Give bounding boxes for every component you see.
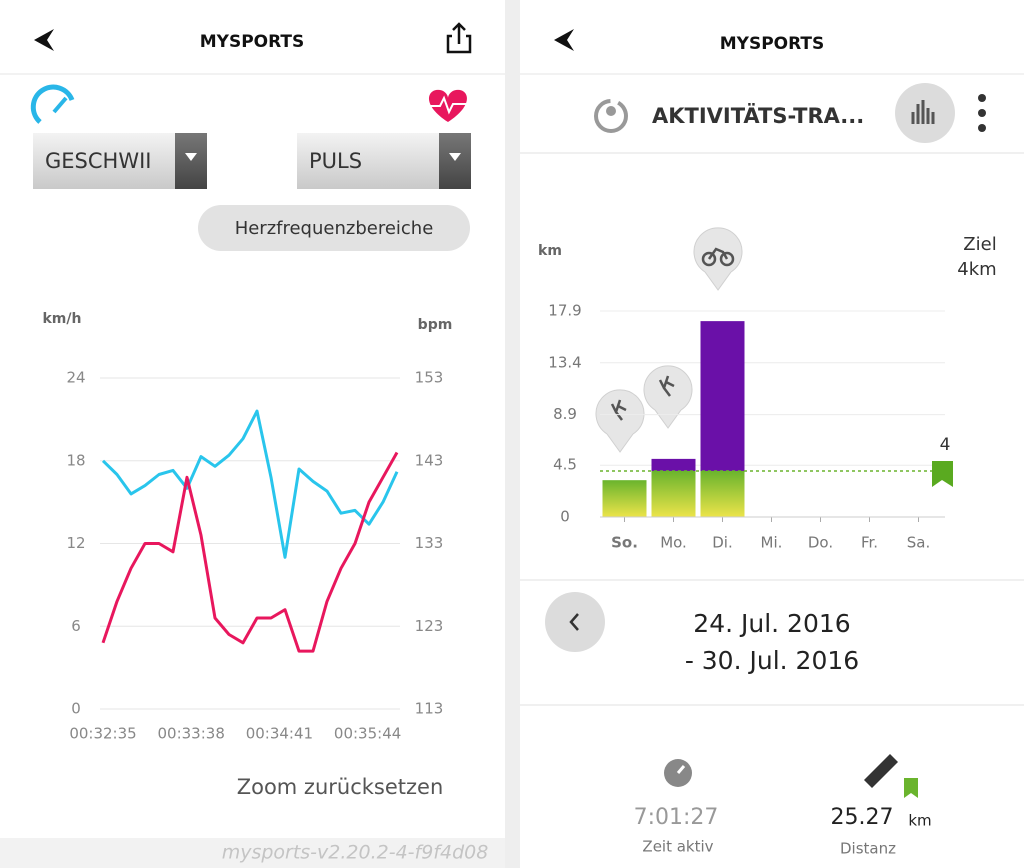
- x-tick-label: 00:33:38: [158, 725, 225, 743]
- dropdown-label: GESCHWII: [45, 149, 151, 173]
- version: mysports-v2.20.2-4-f9f4d08: [222, 842, 489, 864]
- y2-tick-label: 133: [415, 534, 444, 552]
- line-series: [101, 451, 399, 653]
- activity-bubble: [595, 227, 743, 453]
- heart-pulse: [426, 95, 470, 115]
- goal-text: Ziel: [963, 234, 996, 255]
- zoom-reset[interactable]: Zoom zurücksetzen: [237, 775, 444, 799]
- y2-axis-label: bpm: [418, 317, 453, 333]
- x-tick-label: Mo.: [660, 534, 687, 552]
- back-button[interactable]: [554, 29, 574, 51]
- divider: [505, 0, 520, 868]
- chart-toggle-icon: [911, 100, 935, 124]
- goal-flag-icon: [904, 778, 918, 798]
- bar-segment: [651, 470, 696, 517]
- bar-segment: [700, 470, 745, 517]
- ruler-icon: [864, 754, 898, 788]
- y-axis-label: km/h: [43, 311, 82, 327]
- stopwatch-hand: [674, 753, 686, 774]
- y2-tick-label: 153: [415, 369, 444, 387]
- x-tick-label: Mi.: [761, 534, 783, 552]
- footer-strip: [0, 838, 505, 868]
- y-tick-label: 4.5: [553, 456, 577, 474]
- prev-week[interactable]: [545, 592, 605, 652]
- x-tick-label: Di.: [712, 534, 733, 552]
- y-tick-label: 13.4: [548, 353, 581, 371]
- bar-segment: [602, 480, 647, 517]
- zones-button[interactable]: [198, 205, 470, 251]
- speed-icon: [30, 84, 75, 124]
- y2-tick-label: 123: [415, 617, 444, 635]
- y-tick-label: 0: [560, 508, 570, 526]
- prev-week-icon: [569, 613, 579, 631]
- dropdown-arrow: [185, 153, 197, 161]
- date-range: - 30. Jul. 2016: [685, 646, 859, 675]
- line-series: [101, 409, 399, 559]
- header-title: MYSPORTS: [200, 32, 305, 52]
- x-tick-label: So.: [611, 534, 638, 552]
- goal-label: 4: [940, 435, 951, 455]
- y2-tick-label: 113: [415, 700, 444, 718]
- goal-flag: [932, 460, 953, 487]
- x-tick-label: Fr.: [861, 534, 878, 552]
- bar-segment: [651, 458, 696, 471]
- dropdown-arrow: [449, 153, 461, 161]
- stat-value: 7:01:27: [634, 805, 719, 830]
- x-tick-label: 00:32:35: [69, 725, 136, 743]
- activity-bubble-icon: [610, 247, 735, 421]
- y-tick-label: 24: [66, 369, 85, 387]
- stat-unit: km: [908, 812, 931, 830]
- y-tick-label: 6: [71, 617, 81, 635]
- date-range: 24. Jul. 2016: [693, 609, 850, 638]
- x-tick-label: 00:35:44: [334, 725, 401, 743]
- x-tick-label: Do.: [808, 534, 833, 552]
- goal-text: 4km: [957, 259, 996, 280]
- heart-icon: [429, 89, 467, 122]
- y-tick-label: 18: [66, 451, 85, 469]
- y-tick-label: 0: [71, 700, 81, 718]
- back-button[interactable]: [34, 29, 54, 51]
- dropdown-label: PULS: [309, 149, 362, 173]
- y-tick-label: 12: [66, 534, 85, 552]
- y-tick-label: 8.9: [553, 405, 577, 423]
- x-tick-label: Sa.: [907, 534, 930, 552]
- y-tick-label: 17.9: [548, 302, 581, 320]
- x-tick-label: 00:34:41: [246, 725, 313, 743]
- stat-label: Distanz: [840, 840, 896, 858]
- stat-value: 25.27: [831, 805, 894, 830]
- section-title: AKTIVITÄTS-TRA...: [652, 103, 864, 128]
- share-button[interactable]: [446, 22, 472, 54]
- bar-segment: [700, 321, 745, 471]
- chart-toggle[interactable]: [895, 83, 955, 143]
- header-title: MYSPORTS: [720, 34, 825, 54]
- activity-icon: [594, 99, 628, 133]
- stat-label: Zeit aktiv: [642, 838, 713, 856]
- zones-button-label: Herzfrequenzbereiche: [235, 218, 434, 239]
- menu-button[interactable]: [978, 94, 986, 132]
- speed-icon-needle: [52, 96, 68, 114]
- y2-tick-label: 143: [415, 451, 444, 469]
- activity-icon-head: [606, 106, 616, 116]
- y-axis-label: km: [538, 243, 562, 259]
